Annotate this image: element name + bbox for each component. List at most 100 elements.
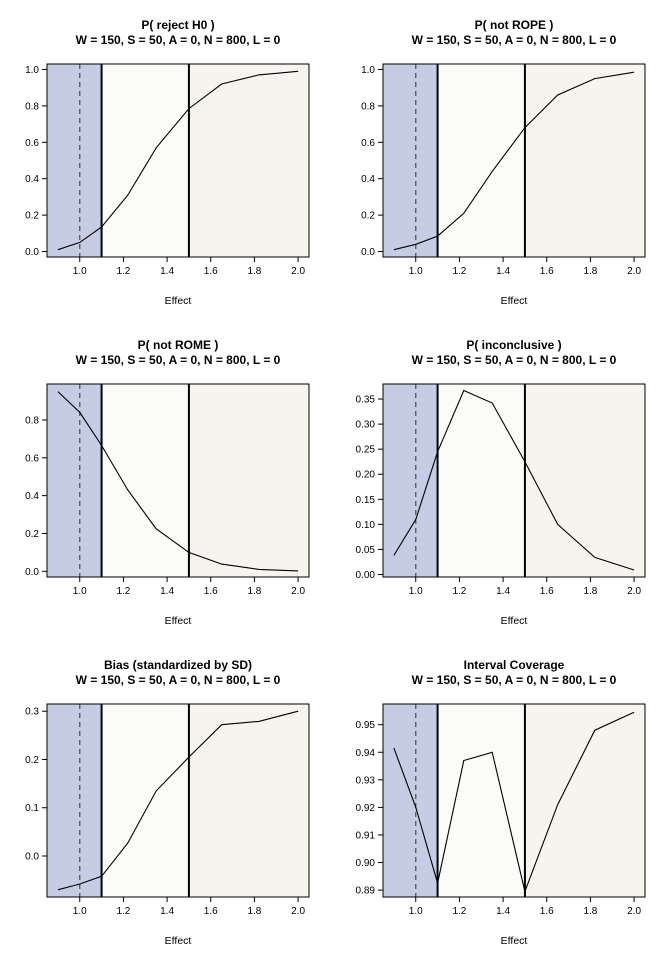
x-tick-label: 1.2 [452, 906, 466, 917]
plot-frame [46, 703, 310, 898]
y-tick-label: 0.20 [356, 470, 376, 481]
x-tick-label: 1.0 [409, 906, 423, 917]
region-3 [524, 64, 645, 257]
x-tick-label: 1.6 [540, 586, 554, 597]
series-line [393, 711, 635, 894]
x-tick-label: 2.0 [291, 586, 305, 597]
x-axis: 1.0 1.2 1.4 1.6 1.8 2.0 [73, 897, 305, 917]
x-tick-label: 1.0 [409, 266, 423, 277]
x-tick-label: 1.0 [409, 586, 423, 597]
chart-subtitle: W = 150, S = 50, A = 0, N = 800, L = 0 [412, 353, 617, 367]
region-1 [383, 704, 438, 897]
x-axis: 1.0 1.2 1.4 1.6 1.8 2.0 [73, 257, 305, 277]
y-tick-label: 0.8 [361, 101, 375, 112]
y-tick-label: 0.1 [25, 803, 39, 814]
chart-title: P( inconclusive ) [466, 338, 561, 352]
y-axis: 0.0 0.2 0.4 0.6 0.8 [25, 415, 47, 578]
x-axis-label: Effect [165, 935, 192, 947]
x-axis-label: Effect [165, 295, 192, 307]
chart-title: Interval Coverage [464, 658, 565, 672]
x-tick-label: 1.8 [247, 906, 261, 917]
x-tick-label: 1.4 [496, 586, 510, 597]
chart-panel-4: P( inconclusive )W = 150, S = 50, A = 0,… [356, 338, 646, 627]
y-axis: 0.0 0.2 0.4 0.6 0.8 1.0 [361, 65, 383, 258]
region-1 [47, 64, 102, 257]
region-3 [188, 64, 309, 257]
chart-subtitle: W = 150, S = 50, A = 0, N = 800, L = 0 [76, 353, 281, 367]
y-tick-label: 0.4 [25, 491, 39, 502]
x-tick-label: 1.4 [160, 906, 174, 917]
y-tick-label: 0.4 [361, 174, 375, 185]
x-axis-label: Effect [165, 615, 192, 627]
chart-panel-2: P( not ROPE )W = 150, S = 50, A = 0, N =… [361, 18, 646, 307]
region-3 [524, 384, 645, 577]
x-tick-label: 1.4 [160, 266, 174, 277]
y-tick-label: 0.10 [356, 520, 376, 531]
x-tick-label: 1.2 [452, 266, 466, 277]
chart-title: P( not ROME ) [138, 338, 219, 352]
chart-panel-1: P( reject H0 )W = 150, S = 50, A = 0, N … [25, 18, 310, 307]
region-2 [437, 384, 525, 577]
x-tick-label: 1.2 [452, 586, 466, 597]
y-tick-label: 0.4 [25, 174, 39, 185]
x-tick-label: 1.6 [540, 266, 554, 277]
region-1 [47, 704, 102, 897]
y-tick-label: 0.8 [25, 101, 39, 112]
plot-frame [382, 63, 646, 258]
y-tick-label: 0.94 [356, 748, 376, 759]
series-line [57, 70, 299, 251]
y-tick-label: 0.00 [356, 570, 376, 581]
region-2 [101, 384, 189, 577]
x-tick-label: 1.8 [583, 906, 597, 917]
region-1 [383, 384, 438, 577]
y-tick-label: 0.2 [25, 755, 39, 766]
y-tick-label: 0.2 [25, 529, 39, 540]
y-tick-label: 0.6 [25, 453, 39, 464]
x-axis: 1.0 1.2 1.4 1.6 1.8 2.0 [73, 577, 305, 597]
y-tick-label: 0.25 [356, 445, 376, 456]
x-tick-label: 1.2 [116, 586, 130, 597]
chart-title: P( not ROPE ) [475, 18, 554, 32]
x-tick-label: 1.6 [204, 586, 218, 597]
x-tick-label: 1.0 [73, 266, 87, 277]
x-axis: 1.0 1.2 1.4 1.6 1.8 2.0 [409, 257, 641, 277]
y-axis: 0.0 0.2 0.4 0.6 0.8 1.0 [25, 65, 47, 258]
plot-frame [382, 383, 646, 578]
chart-subtitle: W = 150, S = 50, A = 0, N = 800, L = 0 [76, 33, 281, 47]
region-2 [437, 704, 525, 897]
series-line [57, 710, 299, 891]
series-line [393, 389, 635, 571]
x-axis: 1.0 1.2 1.4 1.6 1.8 2.0 [409, 897, 641, 917]
series-line [57, 391, 299, 572]
chart-subtitle: W = 150, S = 50, A = 0, N = 800, L = 0 [412, 673, 617, 687]
series-line [393, 71, 635, 251]
region-1 [383, 64, 438, 257]
x-axis-label: Effect [501, 615, 528, 627]
plot-frame [382, 703, 646, 898]
x-tick-label: 1.8 [247, 266, 261, 277]
y-axis: 0.00 0.05 0.10 0.15 0.20 0.25 0.30 0.35 [356, 395, 383, 581]
y-axis: 0.89 0.90 0.91 0.92 0.93 0.94 0.95 [356, 720, 383, 897]
region-3 [188, 704, 309, 897]
y-tick-label: 0.0 [25, 851, 39, 862]
x-tick-label: 1.6 [540, 906, 554, 917]
y-axis: 0.0 0.1 0.2 0.3 [25, 707, 47, 862]
y-tick-label: 0.2 [25, 211, 39, 222]
x-tick-label: 1.0 [73, 906, 87, 917]
y-tick-label: 0.30 [356, 420, 376, 431]
region-3 [524, 704, 645, 897]
x-tick-label: 1.6 [204, 906, 218, 917]
y-tick-label: 0.91 [356, 830, 376, 841]
y-tick-label: 0.2 [361, 211, 375, 222]
x-tick-label: 1.2 [116, 906, 130, 917]
x-axis-label: Effect [501, 295, 528, 307]
region-1 [47, 384, 102, 577]
x-tick-label: 2.0 [627, 586, 641, 597]
region-3 [188, 384, 309, 577]
y-tick-label: 1.0 [25, 65, 39, 76]
chart-title: Bias (standardized by SD) [104, 658, 252, 672]
chart-subtitle: W = 150, S = 50, A = 0, N = 800, L = 0 [76, 673, 281, 687]
x-tick-label: 1.8 [583, 586, 597, 597]
